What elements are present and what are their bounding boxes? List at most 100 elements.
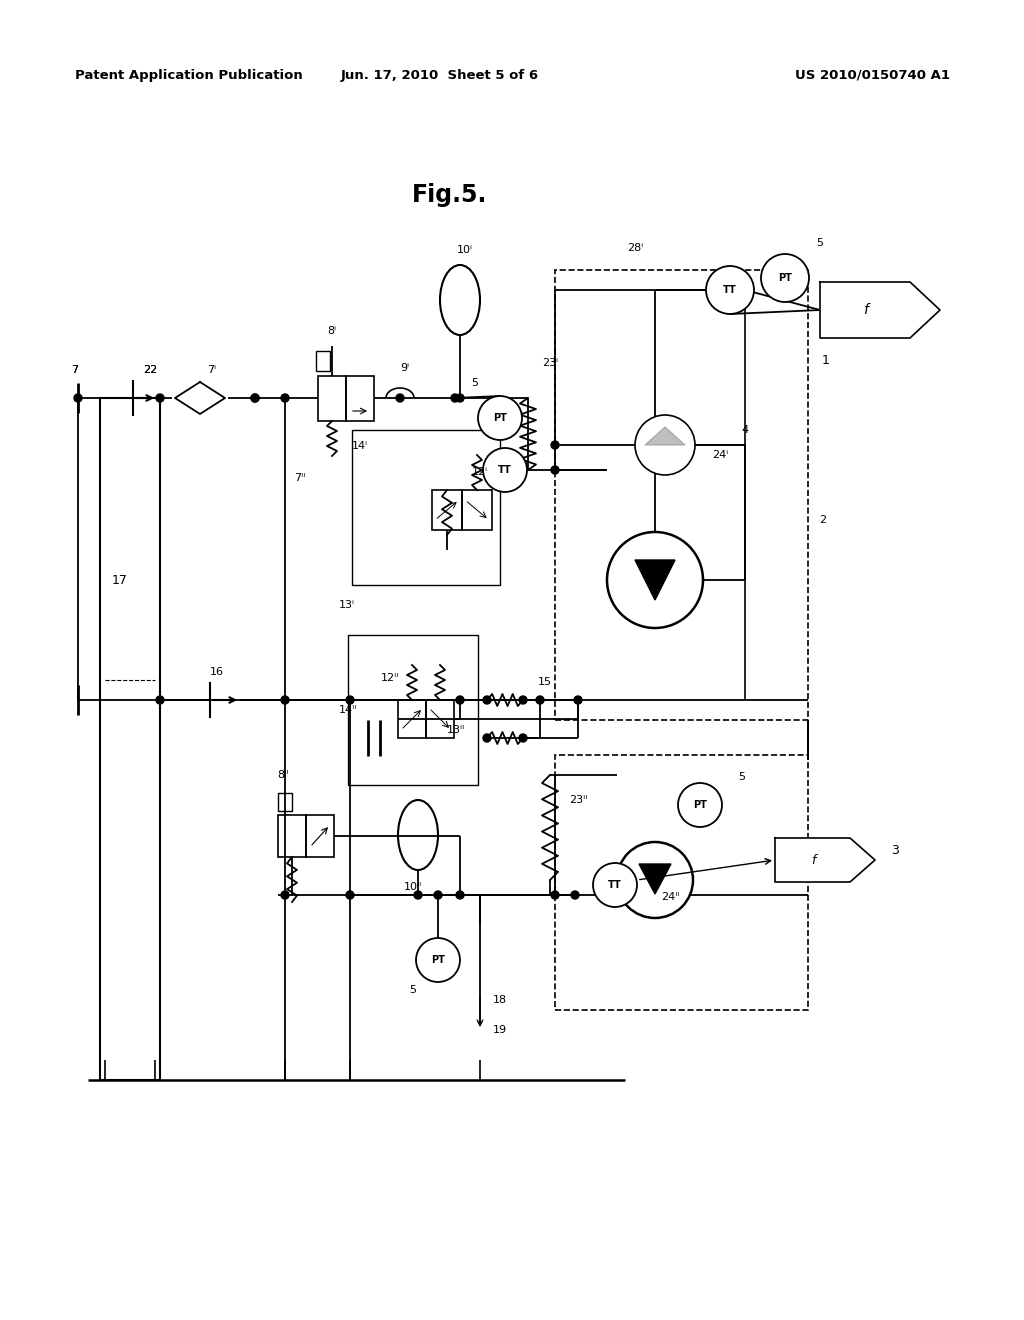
Text: US 2010/0150740 A1: US 2010/0150740 A1 — [795, 69, 950, 82]
Bar — [318, 376, 346, 421]
Text: TT: TT — [498, 465, 512, 475]
Circle shape — [251, 393, 259, 403]
Text: 7ᴵᴵ: 7ᴵᴵ — [294, 473, 306, 483]
Bar — [278, 814, 306, 857]
Text: 5: 5 — [738, 772, 745, 781]
Circle shape — [483, 696, 490, 704]
Text: PT: PT — [494, 413, 507, 422]
Bar — [462, 490, 492, 531]
Text: 7ⁱ: 7ⁱ — [208, 366, 216, 375]
Circle shape — [74, 393, 82, 403]
Bar — [555, 271, 808, 719]
Circle shape — [456, 696, 464, 704]
Bar — [398, 700, 426, 738]
Circle shape — [483, 447, 527, 492]
Circle shape — [456, 891, 464, 899]
Text: 4: 4 — [741, 425, 749, 436]
Bar — [278, 793, 292, 810]
Bar — [100, 399, 160, 1080]
Text: Jun. 17, 2010  Sheet 5 of 6: Jun. 17, 2010 Sheet 5 of 6 — [341, 69, 539, 82]
Circle shape — [414, 891, 422, 899]
Text: 9ⁱ: 9ⁱ — [400, 363, 410, 374]
Text: 16: 16 — [210, 667, 224, 677]
Circle shape — [416, 939, 460, 982]
Polygon shape — [635, 560, 675, 601]
Circle shape — [281, 891, 289, 899]
Text: f: f — [862, 304, 867, 317]
Text: 24ᴵᴵ: 24ᴵᴵ — [660, 892, 679, 902]
Circle shape — [434, 891, 442, 899]
Text: 24ⁱ: 24ⁱ — [712, 450, 728, 459]
Text: 23ⁱ: 23ⁱ — [542, 358, 558, 368]
Circle shape — [346, 696, 354, 704]
Circle shape — [551, 466, 559, 474]
Text: 14ⁱ: 14ⁱ — [352, 441, 368, 451]
Ellipse shape — [398, 800, 438, 870]
Circle shape — [574, 696, 582, 704]
Circle shape — [396, 393, 404, 403]
Circle shape — [761, 253, 809, 302]
Circle shape — [571, 891, 579, 899]
Text: 15: 15 — [538, 677, 552, 686]
Text: PT: PT — [431, 954, 445, 965]
Text: PT: PT — [693, 800, 707, 810]
Text: 2: 2 — [819, 515, 826, 525]
Text: 22: 22 — [143, 366, 157, 375]
Ellipse shape — [440, 265, 480, 335]
Circle shape — [451, 393, 459, 403]
Circle shape — [635, 414, 695, 475]
Text: 1: 1 — [822, 354, 829, 367]
Text: 17: 17 — [112, 573, 128, 586]
Bar — [306, 814, 334, 857]
Text: 13ⁱ: 13ⁱ — [339, 601, 355, 610]
Text: 5: 5 — [410, 985, 417, 995]
Bar — [555, 755, 808, 1010]
Text: TT: TT — [608, 880, 622, 890]
Circle shape — [281, 393, 289, 403]
Circle shape — [593, 863, 637, 907]
Text: 18: 18 — [493, 995, 507, 1005]
Text: Patent Application Publication: Patent Application Publication — [75, 69, 303, 82]
Text: 5: 5 — [471, 378, 478, 388]
Text: 22: 22 — [143, 366, 157, 375]
Text: 3: 3 — [891, 843, 899, 857]
Bar — [316, 351, 330, 371]
Circle shape — [251, 393, 259, 403]
Bar — [352, 430, 500, 585]
Text: 13ᴵᴵ: 13ᴵᴵ — [446, 725, 465, 735]
Polygon shape — [175, 381, 225, 414]
Circle shape — [156, 696, 164, 704]
Circle shape — [551, 441, 559, 449]
Circle shape — [706, 267, 754, 314]
Circle shape — [607, 532, 703, 628]
Text: TT: TT — [723, 285, 737, 294]
Circle shape — [456, 393, 464, 403]
Polygon shape — [639, 865, 671, 894]
Text: 23ᴵᴵ: 23ᴵᴵ — [568, 795, 587, 805]
Circle shape — [617, 842, 693, 917]
Polygon shape — [645, 426, 685, 445]
Polygon shape — [820, 282, 940, 338]
Circle shape — [156, 393, 164, 403]
Circle shape — [519, 696, 527, 704]
Text: 5: 5 — [816, 238, 823, 248]
Text: 8ⁱ: 8ⁱ — [328, 326, 337, 337]
Circle shape — [346, 891, 354, 899]
Circle shape — [483, 734, 490, 742]
Text: 10ᴵᴵ: 10ᴵᴵ — [403, 882, 422, 892]
Text: 8ᴵᴵ: 8ᴵᴵ — [278, 770, 289, 780]
Text: 14ᴵᴵ: 14ᴵᴵ — [339, 705, 357, 715]
Bar — [432, 490, 462, 531]
Text: 10ⁱ: 10ⁱ — [457, 246, 473, 255]
Text: 28ⁱ: 28ⁱ — [627, 243, 643, 253]
Text: f: f — [811, 854, 815, 866]
Text: Fig.5.: Fig.5. — [413, 183, 487, 207]
Circle shape — [536, 696, 544, 704]
Circle shape — [519, 734, 527, 742]
Text: 12ᴵᴵ: 12ᴵᴵ — [381, 673, 399, 682]
Circle shape — [478, 396, 522, 440]
Circle shape — [678, 783, 722, 828]
Bar — [348, 635, 478, 785]
Text: 7: 7 — [72, 366, 79, 375]
Text: 7: 7 — [72, 366, 79, 375]
